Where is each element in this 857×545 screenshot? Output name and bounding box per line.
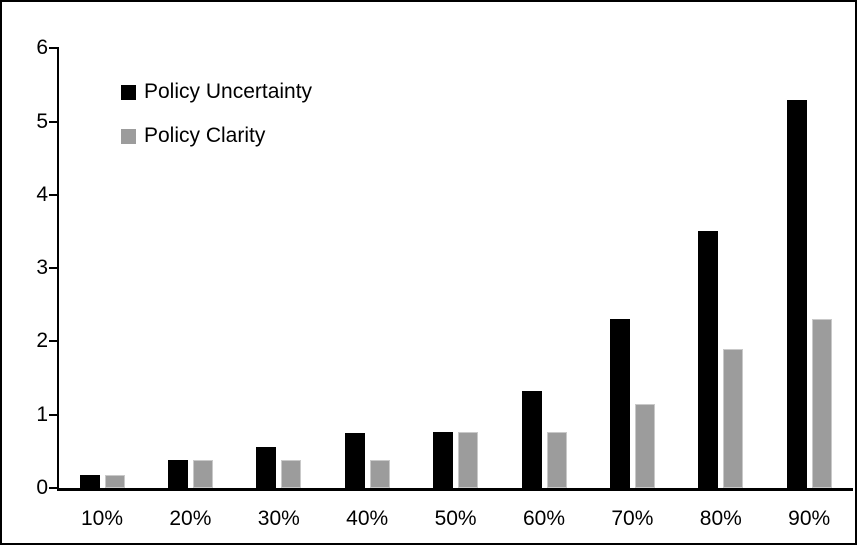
- y-tick-label: 0: [36, 476, 48, 499]
- bar-policy-uncertainty-80%: [698, 231, 719, 488]
- y-tick-label: 3: [36, 256, 48, 280]
- x-tick-label: 60%: [522, 507, 566, 530]
- bar-policy-clarity-40%: [369, 460, 390, 488]
- bar-policy-clarity-50%: [458, 431, 479, 488]
- y-tick-label: 1: [36, 402, 48, 426]
- y-tick: [49, 267, 57, 270]
- bar-policy-uncertainty-20%: [167, 460, 188, 488]
- x-axis-line: [57, 488, 853, 491]
- bar-policy-clarity-90%: [811, 319, 832, 488]
- bar-policy-clarity-20%: [192, 460, 213, 488]
- x-tick-label: 70%: [611, 507, 654, 530]
- y-tick: [49, 47, 57, 50]
- legend-item-policy-clarity: Policy Clarity: [121, 124, 312, 148]
- x-tick-label: 40%: [346, 507, 389, 530]
- bar-policy-clarity-10%: [104, 474, 125, 488]
- bar-policy-uncertainty-40%: [344, 433, 365, 488]
- x-tick-label: 50%: [434, 507, 477, 530]
- bar-policy-clarity-80%: [723, 348, 744, 488]
- bar-policy-uncertainty-60%: [521, 390, 542, 488]
- y-tick: [49, 193, 57, 196]
- legend: Policy Uncertainty Policy Clarity: [121, 80, 312, 168]
- x-tick-label: 30%: [257, 507, 300, 530]
- bar-policy-clarity-30%: [281, 460, 302, 488]
- bar-policy-clarity-70%: [634, 403, 655, 488]
- bar-policy-uncertainty-30%: [256, 446, 277, 488]
- x-tick-label: 80%: [699, 507, 742, 530]
- y-tick-label: 4: [36, 182, 48, 206]
- y-tick-label: 2: [36, 329, 48, 353]
- x-tick-label: 90%: [788, 507, 831, 530]
- bar-policy-uncertainty-50%: [433, 431, 454, 488]
- legend-label-policy-clarity: Policy Clarity: [144, 124, 266, 147]
- legend-swatch-policy-clarity-icon: [121, 128, 136, 144]
- x-tick-label: 20%: [169, 507, 212, 530]
- bar-policy-uncertainty-90%: [786, 99, 807, 488]
- y-tick: [49, 120, 57, 123]
- legend-item-policy-uncertainty: Policy Uncertainty: [121, 80, 312, 104]
- legend-label-policy-uncertainty: Policy Uncertainty: [144, 80, 313, 103]
- y-tick: [49, 340, 57, 343]
- bar-policy-clarity-60%: [546, 431, 567, 488]
- x-tick-label: 10%: [80, 507, 124, 530]
- legend-swatch-policy-uncertainty-icon: [121, 84, 136, 100]
- y-tick-label: 6: [36, 36, 48, 60]
- y-tick-label: 5: [36, 109, 48, 133]
- y-axis-line: [57, 47, 59, 490]
- y-tick: [49, 413, 57, 416]
- y-tick: [49, 487, 57, 489]
- bar-policy-uncertainty-70%: [609, 319, 630, 488]
- bar-policy-uncertainty-10%: [79, 474, 100, 488]
